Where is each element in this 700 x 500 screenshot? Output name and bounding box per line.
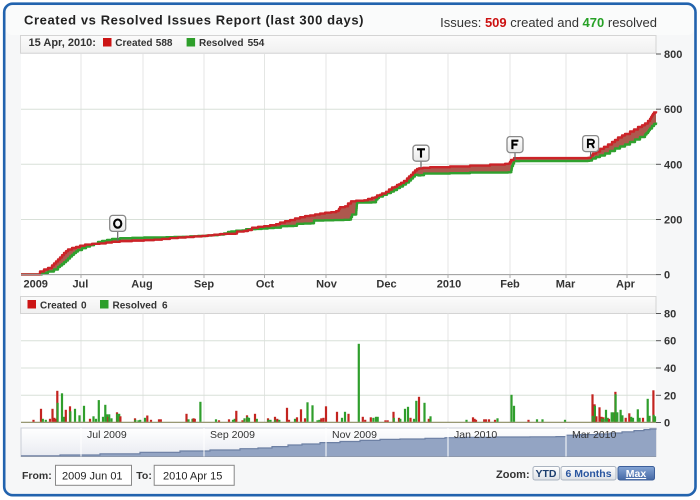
svg-text:2010: 2010 — [437, 279, 461, 291]
svg-text:600: 600 — [664, 104, 682, 116]
svg-text:Nov 2009: Nov 2009 — [332, 429, 377, 441]
svg-text:Sep 2009: Sep 2009 — [210, 429, 255, 441]
svg-text:20: 20 — [664, 390, 676, 402]
svg-text:Created vs Resolved Issues Rep: Created vs Resolved Issues Report (last … — [24, 13, 364, 28]
svg-text:0: 0 — [664, 418, 670, 430]
svg-text:800: 800 — [664, 49, 682, 61]
svg-text:6 Months: 6 Months — [565, 468, 611, 480]
svg-text:0: 0 — [664, 270, 670, 282]
svg-text:2009 Jun 01: 2009 Jun 01 — [62, 471, 123, 483]
svg-text:Oct: Oct — [256, 279, 275, 291]
svg-text:Nov: Nov — [316, 279, 338, 291]
svg-text:Sep: Sep — [194, 279, 214, 291]
svg-text:Created: Created — [40, 301, 77, 312]
svg-text:40: 40 — [664, 363, 676, 375]
svg-text:Resolved: Resolved — [113, 301, 157, 312]
svg-text:Mar: Mar — [556, 279, 576, 291]
svg-text:15 Apr, 2010:: 15 Apr, 2010: — [29, 37, 96, 49]
svg-text:2009: 2009 — [23, 279, 47, 291]
svg-text:Jul: Jul — [72, 279, 88, 291]
svg-text:Feb: Feb — [500, 279, 520, 291]
svg-text:Zoom:: Zoom: — [496, 469, 530, 481]
svg-text:588: 588 — [156, 38, 173, 49]
svg-text:To:: To: — [136, 470, 152, 482]
svg-text:Max: Max — [626, 468, 647, 480]
svg-text:Jan 2010: Jan 2010 — [454, 429, 497, 441]
svg-text:YTD: YTD — [536, 468, 557, 480]
svg-text:0: 0 — [81, 301, 87, 312]
svg-text:6: 6 — [162, 301, 168, 312]
svg-text:2010 Apr 15: 2010 Apr 15 — [163, 471, 222, 483]
svg-text:Apr: Apr — [616, 279, 636, 291]
svg-text:200: 200 — [664, 215, 682, 227]
svg-text:Jul 2009: Jul 2009 — [87, 429, 127, 441]
svg-text:Dec: Dec — [376, 279, 396, 291]
svg-text:Created: Created — [115, 38, 152, 49]
svg-text:80: 80 — [664, 309, 676, 321]
svg-text:60: 60 — [664, 336, 676, 348]
svg-text:From:: From: — [22, 470, 52, 482]
svg-text:Issues: 509 created and 470 re: Issues: 509 created and 470 resolved — [440, 15, 657, 30]
svg-text:554: 554 — [248, 38, 265, 49]
svg-text:Mar 2010: Mar 2010 — [572, 429, 617, 441]
svg-text:Resolved: Resolved — [199, 38, 243, 49]
svg-text:Aug: Aug — [131, 279, 152, 291]
svg-text:400: 400 — [664, 159, 682, 171]
